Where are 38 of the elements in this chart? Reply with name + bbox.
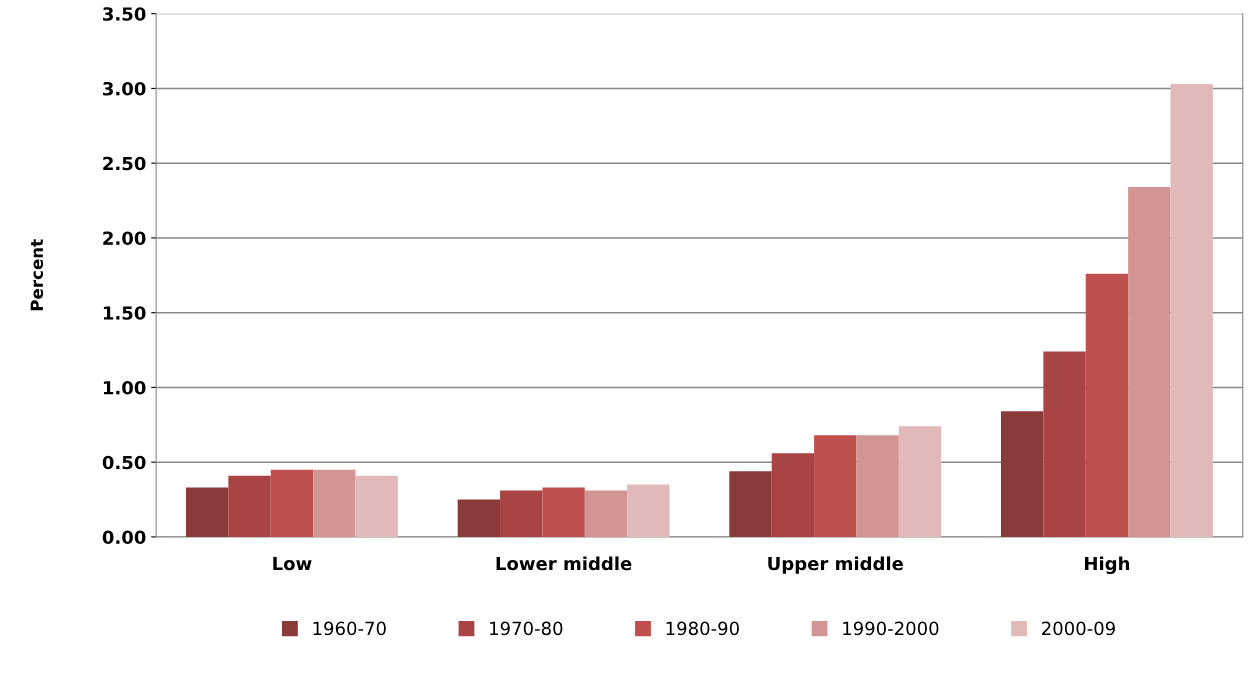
legend-label: 1970-80 bbox=[490, 621, 563, 636]
bar bbox=[355, 475, 398, 537]
x-tick-label: Upper middle bbox=[768, 556, 904, 574]
bar bbox=[856, 435, 899, 537]
bar bbox=[898, 426, 942, 537]
legend-label: 1990-2000 bbox=[843, 621, 939, 636]
bar bbox=[228, 475, 271, 537]
bar bbox=[542, 487, 585, 537]
y-tick-label: 2.50 bbox=[103, 156, 146, 171]
bar bbox=[186, 487, 229, 537]
x-tick-label: High bbox=[1085, 556, 1130, 574]
bar bbox=[1170, 83, 1213, 537]
y-tick-label: 3.50 bbox=[103, 7, 146, 21]
bar bbox=[584, 490, 628, 537]
bar bbox=[1128, 187, 1171, 537]
bar bbox=[313, 469, 356, 537]
y-tick-label: 0.50 bbox=[102, 455, 146, 470]
bar bbox=[771, 453, 815, 537]
bar bbox=[270, 469, 314, 537]
bar bbox=[627, 484, 670, 537]
y-tick-label: 0.00 bbox=[102, 530, 146, 545]
legend-label: 1960-70 bbox=[313, 621, 386, 636]
bar bbox=[729, 471, 772, 537]
bar bbox=[500, 490, 543, 537]
bar bbox=[1043, 351, 1086, 537]
y-tick-label: 1.00 bbox=[103, 380, 146, 395]
bar bbox=[457, 499, 501, 537]
x-tick-label: Lower middle bbox=[496, 556, 632, 571]
y-axis-title: Percent bbox=[30, 239, 44, 311]
bar bbox=[814, 435, 857, 537]
bar bbox=[1000, 411, 1044, 537]
y-tick-label: 3.00 bbox=[103, 81, 146, 96]
bar bbox=[1085, 273, 1129, 537]
legend-label: 1980-90 bbox=[666, 621, 739, 636]
x-tick-label: Low bbox=[273, 556, 312, 571]
legend-label: 2000-09 bbox=[1042, 621, 1115, 636]
y-tick-label: 2.00 bbox=[103, 231, 146, 246]
y-tick-label: 1.50 bbox=[103, 306, 146, 320]
